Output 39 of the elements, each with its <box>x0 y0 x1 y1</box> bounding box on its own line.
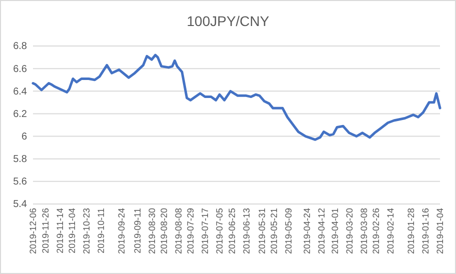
x-tick-label: 2019-09-11 <box>132 208 142 254</box>
x-tick-label: 2019-01-04 <box>435 208 446 254</box>
x-tick-label: 2019-11-14 <box>54 208 65 254</box>
y-tick-label: 6.2 <box>13 108 28 120</box>
x-tick-label: 2019-07-17 <box>200 208 210 254</box>
x-tick-label: 2019-11-04 <box>66 208 77 254</box>
y-tick-label: 6.8 <box>13 41 28 52</box>
x-tick-label: 2019-05-21 <box>269 208 280 254</box>
x-tick-label: 2019-01-28 <box>406 208 416 254</box>
x-tick-label: 2019-04-01 <box>330 208 340 254</box>
x-tick-label: 2019-04-12 <box>316 208 326 254</box>
x-tick-label: 2019-12-06 <box>28 208 38 254</box>
x-tick-label: 2019-03-20 <box>344 208 354 254</box>
x-tick-label: 2019-07-29 <box>186 208 196 254</box>
y-tick-label: 5.6 <box>13 176 28 188</box>
x-tick-label: 2019-08-30 <box>146 208 157 254</box>
x-tick-label: 2019-03-08 <box>358 208 369 254</box>
x-tick-label: 2019-02-14 <box>385 208 396 254</box>
x-tick-label: 2019-06-25 <box>226 208 237 254</box>
x-tick-label: 2019-02-26 <box>370 208 381 254</box>
y-tick-label: 5.4 <box>13 199 28 210</box>
x-tick-label: 2019-05-31 <box>257 208 268 254</box>
x-tick-label: 2019-07-05 <box>214 208 225 254</box>
x-tick-label: 2019-08-20 <box>158 208 169 254</box>
x-tick-label: 2019-04-24 <box>302 208 312 254</box>
x-tick-label: 2019-10-11 <box>96 208 106 254</box>
x-tick-label: 2019-08-08 <box>174 208 184 254</box>
y-tick-label: 6.6 <box>13 64 28 75</box>
x-tick-label: 2019-05-09 <box>284 208 294 254</box>
x-tick-label: 2019-06-13 <box>241 208 252 254</box>
line-series <box>32 54 442 141</box>
y-tick-label: 6 <box>21 131 28 142</box>
x-tick-label: 2019-10-23 <box>81 208 92 254</box>
y-tick-label: 6.4 <box>13 86 28 98</box>
chart-title: 100JPY/CNY <box>186 13 270 29</box>
y-tick-label: 5.8 <box>13 154 28 166</box>
x-tick-label: 2019-09-24 <box>116 208 127 254</box>
x-tick-label: 2019-11-26 <box>40 208 50 254</box>
x-tick-label: 2019-01-16 <box>420 208 431 254</box>
